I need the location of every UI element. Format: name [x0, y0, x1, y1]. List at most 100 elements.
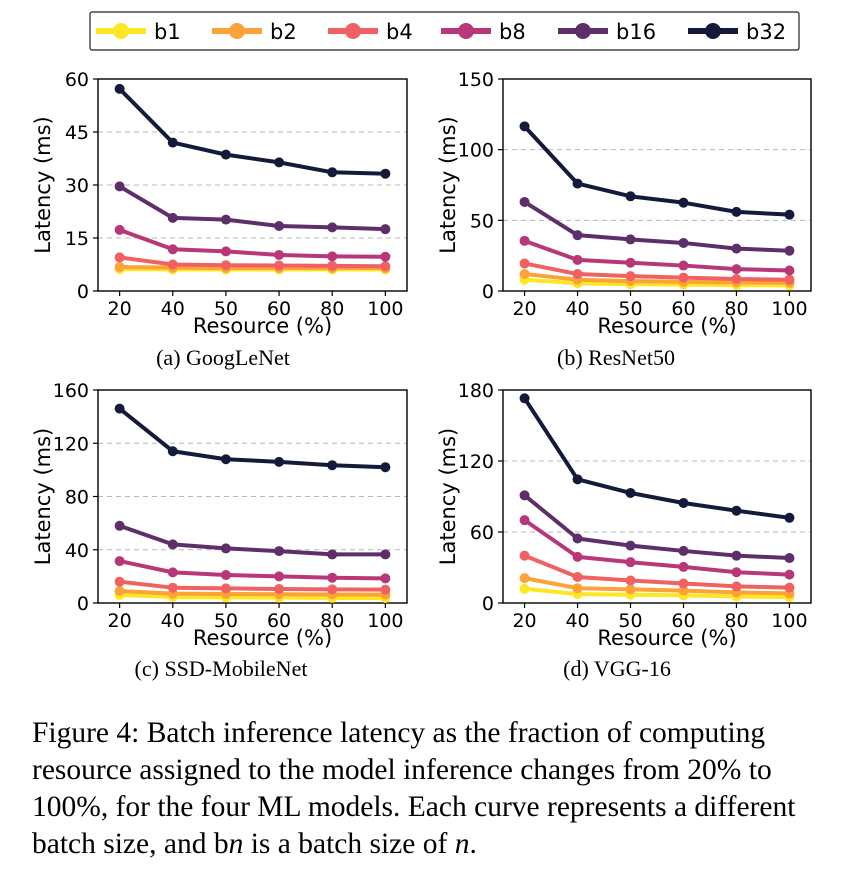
caption-suffix: . — [469, 828, 477, 860]
series-b32 — [114, 83, 391, 179]
x-tick-label: 40 — [161, 298, 185, 320]
y-axis-label: Latency (ms) — [436, 428, 460, 565]
data-point-b4 — [784, 582, 795, 593]
data-point-b16 — [625, 540, 636, 551]
y-tick-label: 60 — [65, 69, 89, 91]
data-point-b8 — [220, 570, 231, 581]
legend-item-b1: b1 — [96, 20, 181, 44]
data-point-b32 — [327, 167, 338, 178]
data-point-b4 — [572, 571, 583, 582]
y-tick-label: 45 — [65, 122, 89, 144]
series-line-b32 — [118, 87, 386, 176]
data-point-b16 — [519, 196, 530, 207]
data-point-b32 — [380, 462, 391, 473]
data-point-b8 — [625, 557, 636, 568]
series-b8 — [519, 515, 795, 580]
series-line-b4 — [523, 553, 790, 590]
data-point-b8 — [678, 561, 689, 572]
x-tick-label: 50 — [214, 610, 238, 632]
data-point-b4 — [167, 259, 178, 270]
data-point-b32 — [784, 209, 795, 220]
series-b8 — [114, 224, 391, 262]
data-point-b4 — [731, 273, 742, 284]
data-point-b8 — [327, 572, 338, 583]
data-point-b4 — [519, 258, 530, 269]
series-b8 — [519, 235, 795, 276]
data-point-b4 — [784, 274, 795, 285]
series-line-b2 — [524, 272, 790, 285]
data-point-b16 — [274, 546, 285, 557]
y-tick-label: 30 — [65, 175, 89, 197]
data-point-b4 — [167, 582, 178, 593]
series-line-b1 — [119, 593, 386, 601]
x-tick-label: 60 — [267, 610, 291, 632]
series-line-b32 — [118, 407, 386, 470]
x-axis-label: Resource (%) — [597, 626, 736, 650]
data-point-b32 — [572, 178, 583, 189]
x-axis-label: Resource (%) — [193, 314, 332, 338]
data-point-b32 — [519, 393, 530, 404]
data-point-b16 — [572, 230, 583, 241]
data-point-b32 — [327, 460, 338, 471]
data-point-b16 — [572, 533, 583, 544]
x-tick-label: 80 — [320, 298, 344, 320]
data-point-b2 — [572, 583, 583, 594]
series-b4 — [519, 258, 795, 285]
y-tick-label: 100 — [458, 140, 494, 162]
legend: b1 b2 b4 b8 b16 b32 — [89, 11, 800, 51]
data-point-b8 — [731, 567, 742, 578]
data-point-b8 — [167, 567, 178, 578]
series-line-b4 — [119, 579, 386, 592]
chart-subtitle: (b) ResNet50 — [557, 345, 675, 370]
series-line-b16 — [523, 200, 790, 253]
data-point-b32 — [784, 512, 795, 523]
data-point-b8 — [274, 571, 285, 582]
data-point-b16 — [678, 545, 689, 556]
y-tick-label: 120 — [458, 451, 494, 473]
data-point-b2 — [114, 586, 125, 597]
figure: b1 b2 b4 b8 b16 b32 0 15 30 45 60 20 40 50 60 80 100 Res… — [31, 11, 812, 681]
series-line-b2 — [119, 264, 386, 271]
data-point-b16 — [380, 549, 391, 560]
series-line-b1 — [524, 586, 790, 600]
series-b32 — [114, 403, 391, 473]
data-point-b8 — [625, 257, 636, 268]
x-tick-label: 40 — [161, 610, 185, 632]
data-point-b32 — [572, 474, 583, 485]
data-point-b16 — [167, 212, 178, 223]
data-point-b8 — [380, 573, 391, 584]
x-tick-label: 100 — [367, 298, 403, 320]
y-tick-label: 0 — [77, 281, 89, 303]
series-b32 — [519, 393, 795, 523]
series-b16 — [114, 520, 391, 560]
data-point-b32 — [625, 487, 636, 498]
x-tick-label: 40 — [565, 610, 589, 632]
x-tick-label: 40 — [565, 298, 589, 320]
series-line-b4 — [119, 255, 386, 269]
data-point-b8 — [380, 251, 391, 262]
series-line-b8 — [523, 518, 790, 577]
data-point-b16 — [220, 214, 231, 225]
plot-frame — [502, 389, 812, 604]
plot-frame — [502, 78, 812, 292]
legend-label-b8: b8 — [499, 20, 526, 44]
data-point-b32 — [220, 149, 231, 160]
series-line-b32 — [523, 124, 790, 217]
caption-n1: n — [228, 828, 244, 860]
legend-marker-b1 — [113, 23, 129, 39]
data-point-b32 — [274, 157, 285, 168]
chart-subtitle: (c) SSD-MobileNet — [135, 656, 308, 681]
data-point-b32 — [167, 137, 178, 148]
legend-label-b4: b4 — [386, 20, 413, 44]
x-tick-label: 50 — [618, 298, 642, 320]
x-axis-label: Resource (%) — [597, 314, 736, 338]
data-point-b2 — [625, 584, 636, 595]
series-line-b4 — [524, 261, 790, 282]
y-tick-label: 0 — [482, 593, 494, 615]
data-point-b4 — [572, 269, 583, 280]
data-point-b8 — [678, 260, 689, 271]
y-tick-label: 50 — [470, 210, 494, 232]
x-tick-label: 50 — [214, 298, 238, 320]
y-tick-label: 0 — [482, 281, 494, 303]
legend-item-b2: b2 — [212, 20, 297, 44]
